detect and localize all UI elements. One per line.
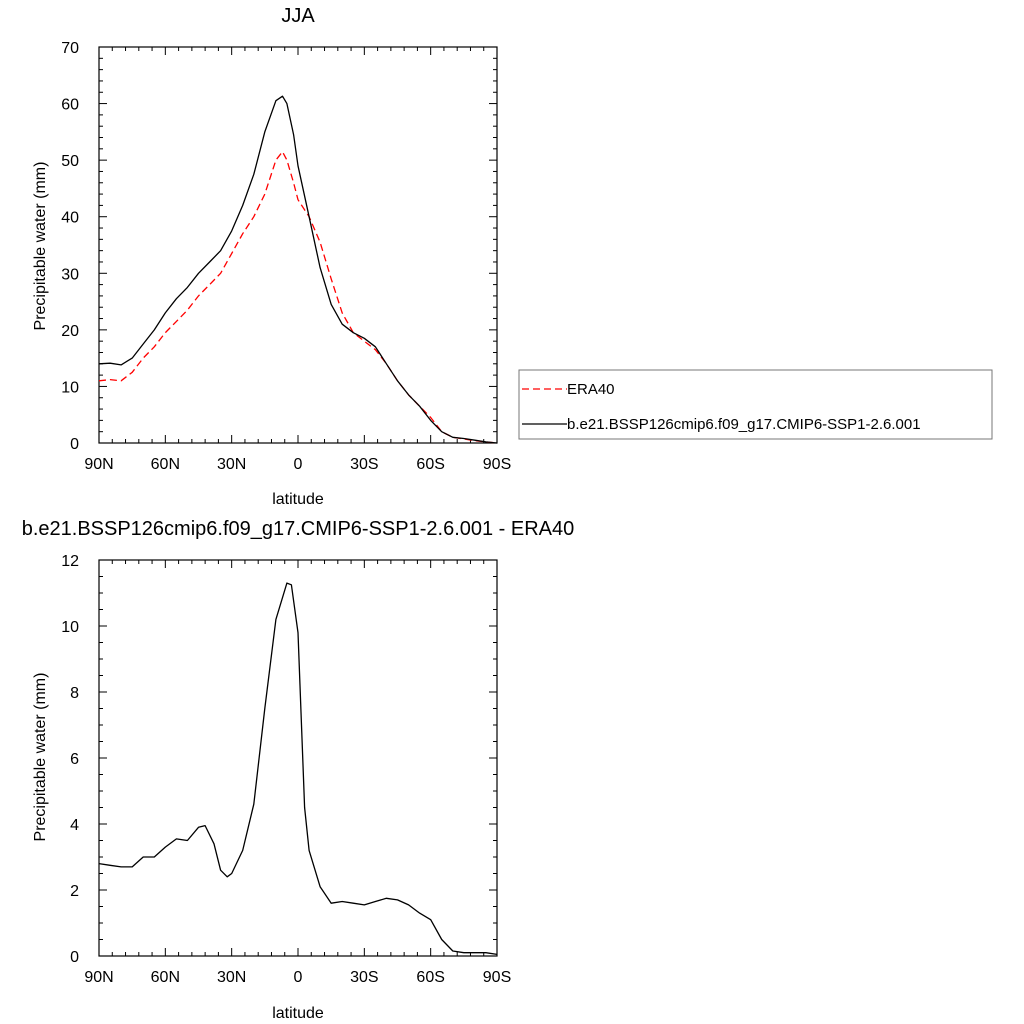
- plot-frame: [98, 46, 498, 444]
- y-tick-label: 50: [61, 153, 79, 170]
- y-tick-label: 10: [61, 619, 79, 636]
- y-tick-label: 20: [61, 323, 79, 340]
- y-tick-label: 40: [61, 210, 79, 227]
- x-tick-label: 30S: [350, 969, 378, 986]
- x-tick-label: 30S: [350, 456, 378, 473]
- y-tick-label: 6: [70, 751, 79, 768]
- y-tick-label: 0: [70, 949, 79, 966]
- top-x-axis-label: latitude: [272, 491, 324, 508]
- y-tick-label: 8: [70, 685, 79, 702]
- y-tick-label: 0: [70, 436, 79, 453]
- plot-frame: [98, 559, 498, 957]
- y-tick-label: 10: [61, 379, 79, 396]
- y-tick-label: 4: [70, 817, 79, 834]
- x-tick-label: 0: [294, 456, 303, 473]
- legend-label-model: b.e21.BSSP126cmip6.f09_g17.CMIP6-SSP1-2.…: [567, 416, 921, 433]
- series-line-model: [98, 95, 498, 444]
- x-tick-label: 30N: [217, 456, 246, 473]
- y-tick-label: 60: [61, 97, 79, 114]
- top-panel: JJA 90N 60N 30N 0 30S 60S 90S 0 10 20 30 40 50 60 70 P…: [32, 5, 511, 508]
- series-line-difference: [98, 582, 498, 956]
- y-tick-label: 70: [61, 40, 79, 57]
- series-line-era40: [98, 151, 498, 444]
- x-tick-label: 90S: [483, 456, 511, 473]
- legend-box: [518, 369, 993, 440]
- top-plot-area: 90N 60N 30N 0 30S 60S 90S 0 10 20 30 40 50 60 70: [61, 40, 511, 473]
- bottom-plot-area: 90N 60N 30N 0 30S 60S 90S 0 2 4 6 8 10 12: [61, 553, 511, 986]
- x-tick-label: 60N: [151, 456, 180, 473]
- legend: ERA40 b.e21.BSSP126cmip6.f09_g17.CMIP6-S…: [518, 369, 993, 440]
- bottom-panel-title: b.e21.BSSP126cmip6.f09_g17.CMIP6-SSP1-2.…: [22, 518, 575, 540]
- legend-label-era40: ERA40: [567, 381, 615, 398]
- x-tick-label: 90N: [84, 969, 113, 986]
- x-tick-label: 90N: [84, 456, 113, 473]
- y-tick-label: 12: [61, 553, 79, 570]
- bottom-x-axis-label: latitude: [272, 1005, 324, 1022]
- top-y-axis-label: Precipitable water (mm): [32, 162, 49, 331]
- x-tick-label: 60N: [151, 969, 180, 986]
- x-tick-label: 0: [294, 969, 303, 986]
- bottom-y-axis-label: Precipitable water (mm): [32, 673, 49, 842]
- x-tick-label: 90S: [483, 969, 511, 986]
- y-tick-label: 30: [61, 266, 79, 283]
- x-tick-label: 60S: [416, 456, 444, 473]
- x-tick-label: 60S: [416, 969, 444, 986]
- y-tick-label: 2: [70, 883, 79, 900]
- bottom-panel: b.e21.BSSP126cmip6.f09_g17.CMIP6-SSP1-2.…: [22, 518, 575, 1022]
- x-tick-label: 30N: [217, 969, 246, 986]
- top-panel-title: JJA: [281, 5, 315, 27]
